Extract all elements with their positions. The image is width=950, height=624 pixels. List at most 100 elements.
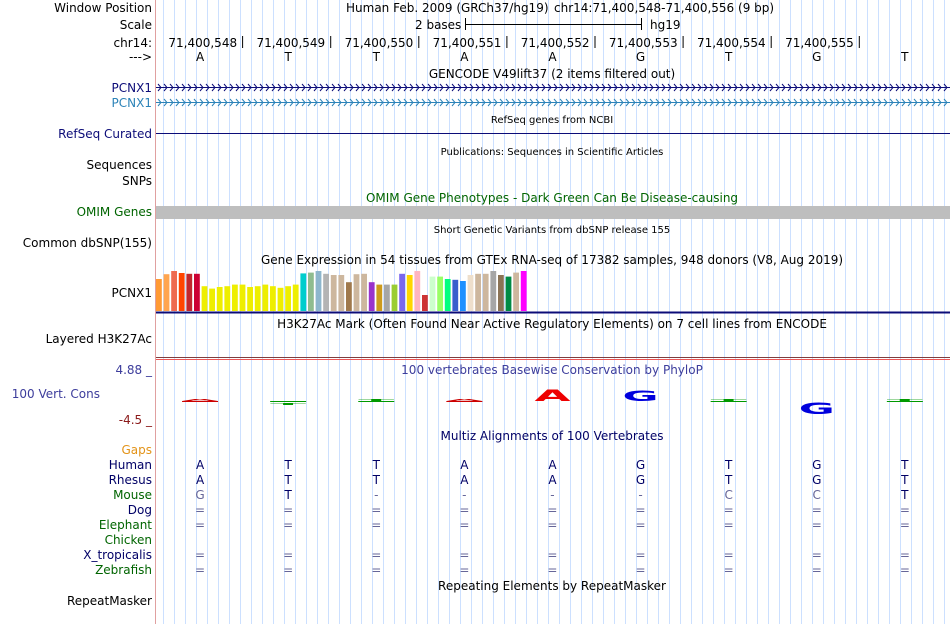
species-label[interactable]: Zebrafish: [95, 563, 152, 577]
gtex-tissue-bar[interactable]: [262, 284, 269, 311]
gtex-tissue-bar[interactable]: [482, 273, 489, 311]
species-label[interactable]: Chicken: [105, 533, 152, 547]
gtex-tissue-bar[interactable]: [391, 284, 398, 311]
gtex-tissue-bar[interactable]: [498, 275, 504, 311]
dbsnp-track[interactable]: Short Genetic Variants from dbSNP releas…: [23, 225, 670, 250]
gtex-track[interactable]: Gene Expression in 54 tissues from GTEx …: [112, 253, 950, 314]
alignment-base: =: [195, 503, 205, 517]
species-label[interactable]: X_tropicalis: [83, 548, 152, 562]
gtex-tissue-bar[interactable]: [490, 271, 497, 311]
gtex-tissue-bar[interactable]: [194, 273, 200, 311]
gtex-tissue-bar[interactable]: [171, 271, 177, 311]
gtex-tissue-bar[interactable]: [338, 275, 345, 311]
gtex-tissue-bar[interactable]: [247, 287, 253, 311]
repeatmasker-track[interactable]: Repeating Elements by RepeatMasker Repea…: [67, 579, 666, 608]
gtex-tissue-bar[interactable]: [216, 287, 223, 311]
gtex-tissue-bar[interactable]: [308, 272, 314, 311]
h3k27ac-label[interactable]: Layered H3K27Ac: [46, 332, 152, 346]
gene-model-pcnx1-2[interactable]: [156, 98, 950, 107]
conservation-base-logo[interactable]: T: [887, 399, 924, 402]
gtex-tissue-bar[interactable]: [406, 275, 413, 311]
omim-track[interactable]: OMIM Gene Phenotypes - Dark Green Can Be…: [77, 191, 950, 219]
gtex-tissue-bar[interactable]: [361, 273, 367, 311]
gtex-tissue-bar[interactable]: [330, 275, 337, 311]
gtex-tissue-bar[interactable]: [452, 279, 459, 311]
conservation-logos[interactable]: A T T A A G T G T: [182, 387, 924, 418]
conservation-base-logo[interactable]: G: [623, 389, 659, 405]
gtex-tissue-bar[interactable]: [315, 271, 322, 311]
gtex-tissue-bar[interactable]: [505, 276, 512, 311]
gtex-tissue-bar[interactable]: [239, 284, 246, 311]
gtex-tissue-bar[interactable]: [277, 287, 284, 311]
species-label[interactable]: Elephant: [99, 518, 152, 532]
species-label[interactable]: Rhesus: [109, 473, 152, 487]
conservation-base-logo[interactable]: A: [182, 399, 218, 402]
species-label[interactable]: Human: [109, 458, 152, 472]
gtex-tissue-bar[interactable]: [285, 286, 291, 311]
refseq-label[interactable]: RefSeq Curated: [58, 127, 152, 141]
alignment-base: =: [547, 503, 557, 517]
dbsnp-label[interactable]: Common dbSNP(155): [23, 236, 152, 250]
refseq-track[interactable]: RefSeq genes from NCBI RefSeq Curated: [58, 115, 950, 141]
gtex-tissue-bar[interactable]: [437, 276, 443, 311]
conservation-base-logo[interactable]: A: [534, 387, 570, 405]
gtex-tissue-bar[interactable]: [399, 273, 405, 311]
publications-snps-label[interactable]: SNPs: [122, 174, 152, 188]
gtex-tissue-bar[interactable]: [353, 274, 360, 311]
conservation-base-logo[interactable]: T: [711, 399, 748, 402]
multiz-track[interactable]: Multiz Alignments of 100 Vertebrates Gap…: [83, 429, 910, 577]
gencode-item-label-2[interactable]: PCNX1: [112, 96, 152, 110]
omim-feature-bar[interactable]: [156, 206, 950, 219]
species-label[interactable]: Dog: [128, 503, 152, 517]
gtex-tissue-bar[interactable]: [414, 271, 421, 311]
gtex-tissue-bar[interactable]: [270, 286, 276, 311]
gtex-tissue-bar[interactable]: [292, 284, 299, 311]
gtex-tissue-bar[interactable]: [209, 288, 215, 311]
alignment-base: =: [371, 563, 381, 577]
gtex-tissue-bar[interactable]: [201, 286, 208, 311]
gtex-tissue-bar[interactable]: [368, 282, 375, 311]
conservation-base-logo[interactable]: T: [358, 399, 395, 402]
gtex-tissue-bar[interactable]: [467, 275, 474, 311]
gtex-tissue-bar[interactable]: [186, 273, 193, 311]
conservation-track[interactable]: 100 vertebrates Basewise Conservation by…: [12, 363, 924, 427]
gtex-tissue-bar[interactable]: [156, 279, 162, 311]
h3k27ac-track[interactable]: H3K27Ac Mark (Often Found Near Active Re…: [46, 317, 950, 360]
gtex-tissue-bar[interactable]: [475, 273, 481, 311]
gtex-tissue-bar[interactable]: [429, 276, 436, 311]
conservation-base-logo[interactable]: G: [799, 400, 835, 418]
gtex-expression-bars[interactable]: [156, 271, 527, 311]
species-label[interactable]: Mouse: [113, 488, 152, 502]
multiz-gaps-label[interactable]: Gaps: [121, 443, 152, 457]
gtex-tissue-bar[interactable]: [232, 284, 238, 311]
publications-track[interactable]: Publications: Sequences in Scientific Ar…: [87, 147, 664, 188]
gtex-tissue-bar[interactable]: [422, 295, 428, 311]
publications-sequences-label[interactable]: Sequences: [87, 158, 152, 172]
gtex-tissue-bar[interactable]: [376, 284, 383, 311]
gtex-tissue-bar[interactable]: [346, 282, 352, 311]
gtex-tissue-bar[interactable]: [224, 286, 231, 311]
conservation-label[interactable]: 100 Vert. Cons: [12, 387, 100, 401]
gtex-tissue-bar[interactable]: [163, 274, 170, 311]
gtex-tissue-bar[interactable]: [254, 286, 261, 311]
gencode-item-label-1[interactable]: PCNX1: [112, 81, 152, 95]
gtex-tissue-bar[interactable]: [384, 284, 390, 311]
gtex-tissue-bar[interactable]: [178, 273, 185, 311]
ruler-track[interactable]: Window Position Human Feb. 2009 (GRCh37/…: [54, 1, 909, 64]
gtex-tissue-bar[interactable]: [323, 273, 329, 311]
gtex-tissue-bar[interactable]: [460, 281, 466, 311]
gtex-tissue-bar[interactable]: [300, 273, 307, 311]
gtex-tissue-bar[interactable]: [444, 279, 451, 311]
gene-model-pcnx1-1[interactable]: [156, 83, 950, 92]
gtex-tissue-bar[interactable]: [513, 272, 519, 311]
conservation-base-logo[interactable]: T: [270, 403, 307, 406]
repeatmasker-label[interactable]: RepeatMasker: [67, 594, 152, 608]
gtex-tissue-bar[interactable]: [520, 271, 527, 311]
multiz-title: Multiz Alignments of 100 Vertebrates: [440, 429, 663, 443]
omim-label[interactable]: OMIM Genes: [77, 205, 152, 219]
conservation-base-logo[interactable]: A: [446, 399, 482, 402]
gtex-gene-label[interactable]: PCNX1: [112, 286, 152, 300]
alignment-base: A: [196, 458, 205, 472]
gencode-track[interactable]: GENCODE V49lift37 (2 items filtered out)…: [112, 67, 950, 110]
